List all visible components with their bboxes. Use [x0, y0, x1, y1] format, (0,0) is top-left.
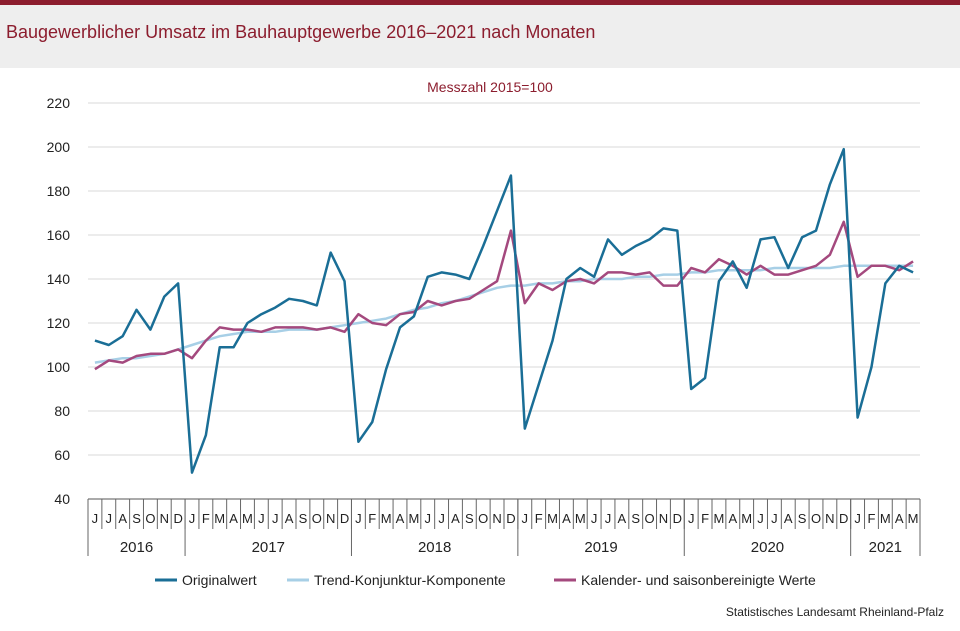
month-label: A: [118, 511, 127, 526]
month-label: J: [591, 511, 598, 526]
month-label: N: [825, 511, 834, 526]
month-label: O: [312, 511, 322, 526]
y-tick-label: 120: [47, 315, 71, 331]
month-label: N: [492, 511, 501, 526]
y-axis: 40 60 80 100 120 140 160 180 200 220: [47, 95, 71, 507]
month-label: O: [145, 511, 155, 526]
month-label: J: [522, 511, 529, 526]
month-label: J: [605, 511, 612, 526]
y-tick-label: 140: [47, 271, 71, 287]
month-label: O: [645, 511, 655, 526]
legend-label: Originalwert: [182, 572, 257, 588]
series-lines: [94, 147, 914, 474]
month-label: J: [189, 511, 196, 526]
page-title: Baugewerblicher Umsatz im Bauhauptgewerb…: [6, 22, 596, 42]
month-label: J: [854, 511, 861, 526]
title-divider: [0, 68, 960, 75]
month-label: M: [880, 511, 891, 526]
month-label: A: [285, 511, 294, 526]
month-label: J: [106, 511, 113, 526]
month-label: A: [229, 511, 238, 526]
month-label: J: [438, 511, 445, 526]
month-label: J: [355, 511, 362, 526]
month-label: F: [202, 511, 210, 526]
y-tick-label: 200: [47, 139, 71, 155]
year-label: 2018: [418, 539, 451, 556]
month-label: S: [631, 511, 640, 526]
month-label: A: [396, 511, 405, 526]
month-label: M: [408, 511, 419, 526]
month-label: A: [895, 511, 904, 526]
month-label: J: [272, 511, 279, 526]
year-label: 2017: [252, 539, 285, 556]
month-label: A: [562, 511, 571, 526]
series-line-bereinigt: [94, 220, 914, 371]
y-tick-label: 40: [54, 491, 70, 507]
month-label: F: [701, 511, 709, 526]
chart-subtitle: Messzahl 2015=100: [427, 79, 553, 95]
legend-label: Kalender- und saisonbereinigte Werte: [581, 572, 816, 588]
month-label: D: [839, 511, 848, 526]
month-label: M: [575, 511, 586, 526]
series-line-originalwert: [94, 147, 914, 474]
top-accent-bar: [0, 0, 960, 5]
month-label: M: [714, 511, 725, 526]
month-label: A: [728, 511, 737, 526]
y-tick-label: 100: [47, 359, 71, 375]
y-tick-label: 220: [47, 95, 71, 111]
month-label: O: [478, 511, 488, 526]
month-label: F: [867, 511, 875, 526]
month-label: J: [258, 511, 265, 526]
month-label: D: [673, 511, 682, 526]
y-tick-label: 180: [47, 183, 71, 199]
month-label: N: [326, 511, 335, 526]
month-label: S: [132, 511, 141, 526]
month-label: F: [535, 511, 543, 526]
month-label: M: [381, 511, 392, 526]
month-label: J: [688, 511, 695, 526]
month-label: S: [299, 511, 308, 526]
month-label: N: [160, 511, 169, 526]
month-label: M: [741, 511, 752, 526]
year-label: 2019: [584, 539, 617, 556]
month-label: F: [368, 511, 376, 526]
month-label: S: [465, 511, 474, 526]
year-label: 2020: [751, 539, 784, 556]
series-line-trend: [94, 264, 914, 364]
y-tick-label: 160: [47, 227, 71, 243]
month-label: N: [659, 511, 668, 526]
month-label: A: [784, 511, 793, 526]
month-label: D: [173, 511, 182, 526]
grid-lines: [88, 102, 920, 456]
month-label: A: [451, 511, 460, 526]
year-label: 2021: [869, 539, 902, 556]
month-label: M: [214, 511, 225, 526]
month-label: J: [757, 511, 764, 526]
month-label: J: [92, 511, 99, 526]
month-label: M: [547, 511, 558, 526]
month-label: M: [242, 511, 253, 526]
legend-label: Trend-Konjunktur-Komponente: [314, 572, 506, 588]
month-label: D: [506, 511, 515, 526]
y-tick-label: 60: [54, 447, 70, 463]
month-label: D: [340, 511, 349, 526]
legend: Originalwert Trend-Konjunktur-Komponente K…: [155, 572, 816, 588]
year-label: 2016: [120, 539, 153, 556]
month-label: S: [798, 511, 807, 526]
source-note: Statistisches Landesamt Rheinland-Pfalz: [725, 605, 944, 619]
y-tick-label: 80: [54, 403, 70, 419]
month-label: J: [771, 511, 778, 526]
month-label: O: [811, 511, 821, 526]
month-label: A: [618, 511, 627, 526]
month-label: M: [908, 511, 919, 526]
month-label: J: [424, 511, 431, 526]
